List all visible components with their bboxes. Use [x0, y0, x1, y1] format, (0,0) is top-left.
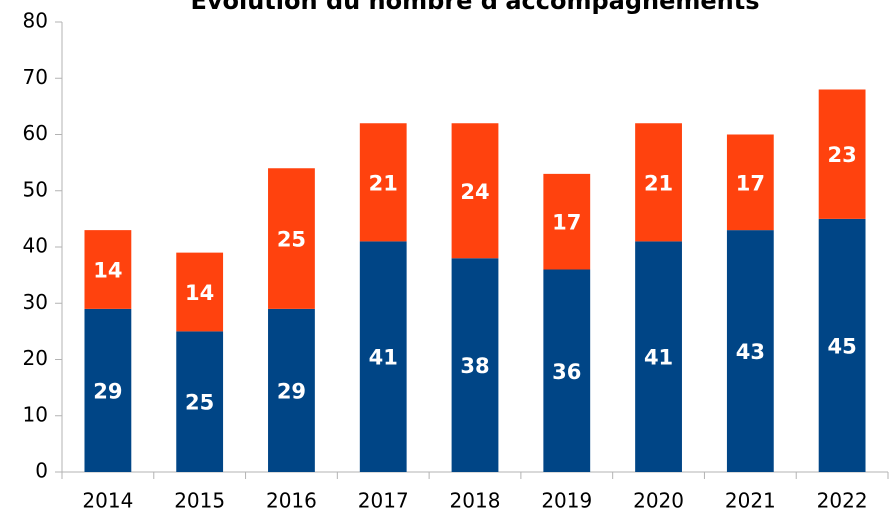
data-label: 36	[552, 360, 581, 384]
y-tick-label: 40	[23, 234, 48, 258]
x-tick-label: 2016	[266, 489, 317, 513]
y-tick-label: 50	[23, 177, 48, 201]
x-tick-label: 2015	[174, 489, 225, 513]
x-tick-label: 2017	[358, 489, 409, 513]
y-tick-label: 60	[23, 121, 48, 145]
data-label: 21	[644, 171, 673, 195]
bar-segment	[84, 230, 132, 309]
data-label: 41	[644, 346, 673, 370]
data-label: 29	[93, 379, 122, 403]
bar-segment	[268, 168, 315, 309]
bar-segment	[635, 123, 682, 242]
x-tick-label: 2018	[450, 489, 501, 513]
data-label: 24	[460, 180, 489, 204]
data-label: 41	[369, 346, 398, 370]
y-tick-label: 70	[23, 65, 48, 89]
bar-segment	[359, 123, 407, 242]
y-tick-label: 30	[23, 290, 48, 314]
x-tick-label: 2021	[725, 489, 776, 513]
bar-segment	[451, 123, 499, 259]
bar-segment	[176, 252, 224, 332]
bar-segment	[176, 331, 224, 472]
bar-segment	[543, 269, 591, 472]
bar-segment	[268, 308, 315, 472]
x-tick-label: 2020	[633, 489, 684, 513]
bar-segment	[635, 241, 682, 472]
bar-segment	[451, 258, 499, 472]
y-tick-label: 0	[35, 459, 48, 483]
data-label: 25	[185, 391, 214, 415]
data-label: 21	[369, 171, 398, 195]
data-label: 17	[736, 171, 765, 195]
data-label: 38	[460, 354, 489, 378]
x-tick-label: 2014	[82, 489, 133, 513]
data-label: 29	[277, 379, 306, 403]
data-label: 45	[827, 334, 856, 358]
bar-segment	[359, 241, 407, 472]
data-label: 14	[185, 281, 214, 305]
data-label: 43	[736, 340, 765, 364]
data-label: 17	[552, 211, 581, 235]
data-label: 14	[93, 259, 122, 283]
data-label: 25	[277, 228, 306, 252]
bar-segment	[818, 218, 866, 472]
bar-segment	[543, 173, 591, 270]
y-tick-label: 10	[23, 402, 48, 426]
x-tick-label: 2022	[817, 489, 868, 513]
x-tick-label: 2019	[541, 489, 592, 513]
bar-segment	[818, 89, 866, 219]
bar-segment	[726, 230, 774, 472]
chart-title: Évolution du nombre d'accompagnements	[190, 0, 759, 15]
y-tick-label: 20	[23, 346, 48, 370]
y-tick-label: 80	[23, 9, 48, 33]
bar-segment	[84, 308, 132, 472]
data-label: 23	[827, 143, 856, 167]
bar-segment	[726, 134, 774, 231]
